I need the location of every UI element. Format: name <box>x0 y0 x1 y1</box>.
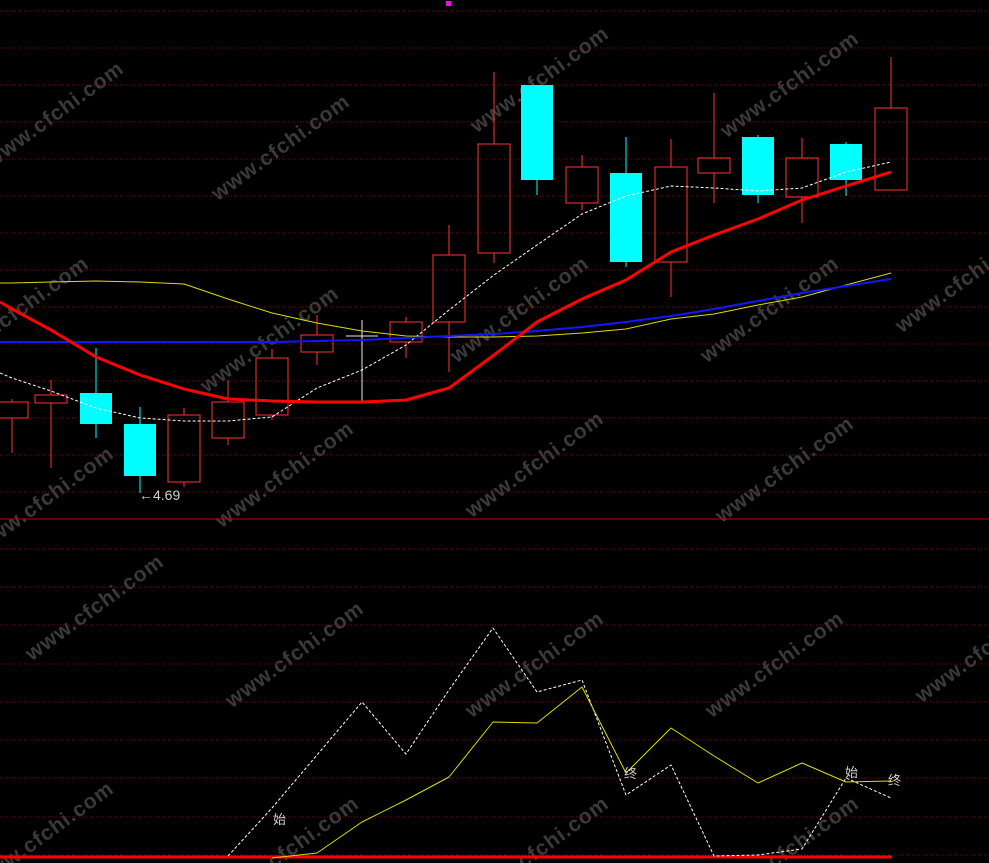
indicator-label: 始 <box>273 812 286 827</box>
candle-body-up <box>874 107 908 191</box>
candle-body-up <box>785 157 819 198</box>
candle-body-up <box>255 357 289 416</box>
ma-line-blue <box>0 278 892 343</box>
indicator-label: 始 <box>845 765 858 780</box>
indicator-line-white <box>227 627 892 857</box>
candle-body-up <box>432 254 466 323</box>
candle-body-down <box>521 85 553 180</box>
ma-line-red <box>0 170 892 404</box>
candle-body-up <box>300 334 334 353</box>
candle-body-up <box>34 394 68 404</box>
candle-body-up <box>477 143 511 254</box>
candle-body-down <box>830 144 862 180</box>
ma-line-white <box>0 161 892 422</box>
candle-body-up <box>565 166 599 204</box>
price-annotation: ←4.69 <box>139 487 180 503</box>
indicator-label: 终 <box>624 766 637 781</box>
candle-body-down <box>124 424 156 476</box>
indicator-line-yellow <box>271 686 892 859</box>
candle-body-down <box>742 137 774 195</box>
ma-line-yellow <box>0 272 892 338</box>
candle-body-down <box>610 173 642 262</box>
candle-body-up <box>167 414 201 483</box>
indicator-label: 终 <box>888 773 901 788</box>
candle-body-up <box>0 401 29 419</box>
candle-body-up <box>697 157 731 174</box>
candle-body-up <box>654 166 688 263</box>
magenta-marker <box>446 1 451 6</box>
